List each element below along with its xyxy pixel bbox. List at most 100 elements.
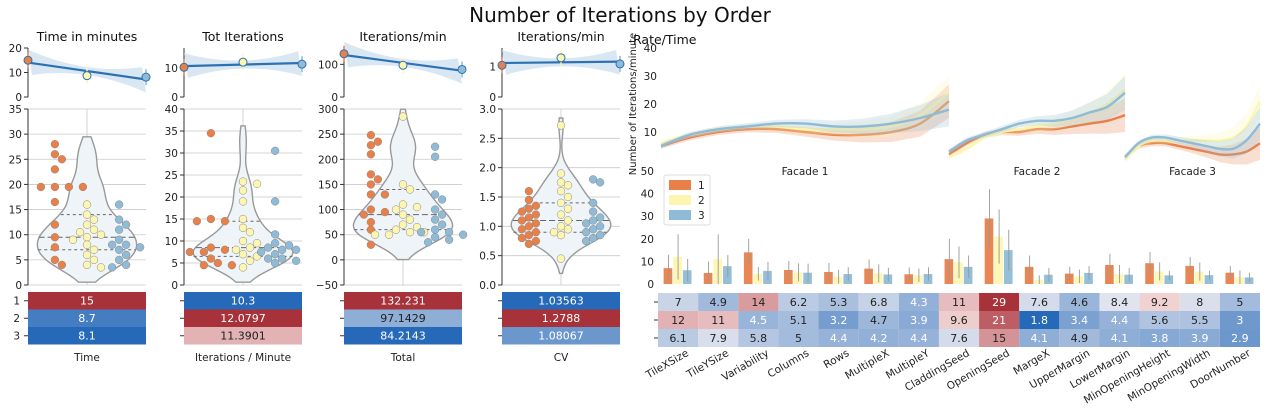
bar-OpeningSeed-order-2 [994, 236, 1003, 284]
bar-table-cell [979, 329, 1020, 347]
table-cell [28, 292, 146, 310]
panel-title: Iterations/min [517, 29, 604, 44]
swarm-point-order-1 [50, 255, 60, 265]
violin-shape [510, 117, 612, 275]
bar-category-label: Columns [766, 347, 812, 380]
table-cell-value: 132.231 [380, 295, 426, 308]
bar-Columns-order-1 [784, 269, 793, 284]
swarm-point-order-2 [398, 180, 408, 189]
facet-band-order-3 [949, 76, 1125, 155]
bar-LowerMargin-order-2 [1114, 274, 1124, 284]
swarm-point-order-3 [291, 256, 301, 265]
bar-table-cell-value: 7 [675, 296, 682, 309]
swarm-point-order-1 [185, 247, 195, 257]
bar-MultipleY-order-1 [904, 274, 914, 284]
swarm-point-order-3 [291, 245, 301, 254]
bar-MultipleY-order-2 [914, 275, 923, 284]
facet-line-order-2 [1124, 100, 1262, 161]
swarm-point-order-3 [121, 260, 131, 270]
swarm-point-order-2 [556, 210, 566, 219]
bar-table-cell [738, 329, 779, 347]
bar-MargeX-order-3 [1044, 274, 1053, 284]
swarm-point-order-3 [114, 200, 124, 209]
violin-y-tick-label: 50 [325, 230, 338, 242]
swarm-point-order-1 [366, 130, 376, 140]
panel-x-label: CV [554, 352, 569, 364]
swarm-point-order-1 [531, 201, 541, 210]
bar-table-cell-value: 7.6 [950, 332, 968, 345]
table-row-label: 2 [13, 313, 20, 325]
swarm-point-order-1 [57, 260, 67, 270]
violin-y-tick-label: 0 [15, 280, 22, 292]
bar-OpeningSeed-order-3 [1003, 250, 1013, 284]
bar-table-cell-value: 5.8 [750, 332, 768, 345]
bar-table-cell-value: 4.9 [709, 296, 727, 309]
swarm-point-order-2 [384, 230, 394, 239]
swarm-point-order-1 [380, 190, 390, 199]
bar-table-cell [1059, 329, 1100, 347]
swarm-point-order-3 [114, 255, 124, 265]
bar-table-cell [658, 329, 699, 347]
bar-table-cell-value: 4.4 [830, 332, 848, 345]
swarm-point-order-3 [588, 225, 598, 234]
bar-table-cell-value: 5.3 [830, 296, 848, 309]
swarm-point-order-1 [213, 258, 223, 268]
swarm-point-order-1 [380, 207, 390, 217]
swarm-point-order-1 [50, 220, 60, 229]
facet-line-order-1 [660, 100, 950, 148]
swarm-point-order-2 [238, 214, 248, 224]
swarm-point-order-2 [405, 228, 415, 237]
swarm-point-order-1 [36, 182, 46, 192]
violin-y-tick-label: 35 [9, 104, 22, 116]
swarm-point-order-3 [423, 238, 433, 247]
swarm-point-order-1 [57, 155, 67, 164]
swarm-point-order-1 [50, 197, 60, 207]
swarm-point-order-2 [391, 205, 401, 214]
swarm-point-order-2 [549, 228, 559, 237]
swarm-point-order-3 [270, 239, 280, 248]
swarm-point-order-2 [412, 202, 422, 212]
violin-y-tick-label: 3.0 [479, 104, 496, 116]
swarm-point-order-2 [563, 225, 573, 234]
swarm-point-order-3 [595, 222, 605, 231]
swarm-point-order-1 [524, 230, 534, 240]
swarm-point-order-2 [563, 204, 573, 213]
figure-title: Number of Iterations by Order [469, 3, 771, 27]
swarm-point-order-3 [595, 178, 605, 187]
bar-table-cell-value: 8.4 [1111, 296, 1129, 309]
bar-table-cell [1179, 329, 1220, 347]
bar-table-cell [778, 293, 819, 311]
legend-label: 2 [698, 195, 705, 207]
swarm-point-order-2 [563, 216, 573, 225]
swarm-point-order-3 [256, 247, 266, 257]
bar-DoorNumber-order-1 [1225, 272, 1235, 284]
swarm-point-order-2 [89, 215, 99, 224]
swarm-point-order-1 [366, 170, 376, 179]
violin-y-tick-label: 35 [165, 126, 178, 138]
bar-table-cell-value: 9.2 [1151, 296, 1169, 309]
panel-x-label: Iterations / Minute [195, 352, 291, 364]
swarm-point-order-2 [252, 179, 262, 188]
table-row-label: 3 [13, 331, 20, 343]
swarm-point-order-2 [231, 245, 241, 254]
swarm-point-order-1 [531, 210, 541, 219]
facet-band-order-2 [949, 73, 1125, 160]
swarm-point-order-2 [398, 220, 408, 229]
reg-point-2 [556, 53, 566, 63]
facet-band-order-3 [661, 92, 949, 149]
swarm-point-order-2 [252, 239, 262, 248]
bar-table-cell [1059, 311, 1100, 329]
swarm-point-order-3 [595, 213, 605, 222]
bar-MultipleX-order-3 [883, 274, 893, 284]
table-cell-value: 8.1 [78, 330, 96, 343]
bar-table-cell-value: 4.1 [1111, 332, 1129, 345]
bar-table-cell-value: 4.4 [910, 332, 928, 345]
bar-TileXSize-order-1 [663, 268, 673, 284]
violin-y-tick-label: 2.5 [479, 133, 496, 145]
violin-y-tick-label: 100 [318, 205, 338, 217]
swarm-point-order-2 [556, 254, 566, 263]
table-cell-value: 1.03563 [538, 295, 584, 308]
bar-MargeX-order-1 [1024, 266, 1034, 284]
swarm-point-order-3 [588, 198, 598, 208]
